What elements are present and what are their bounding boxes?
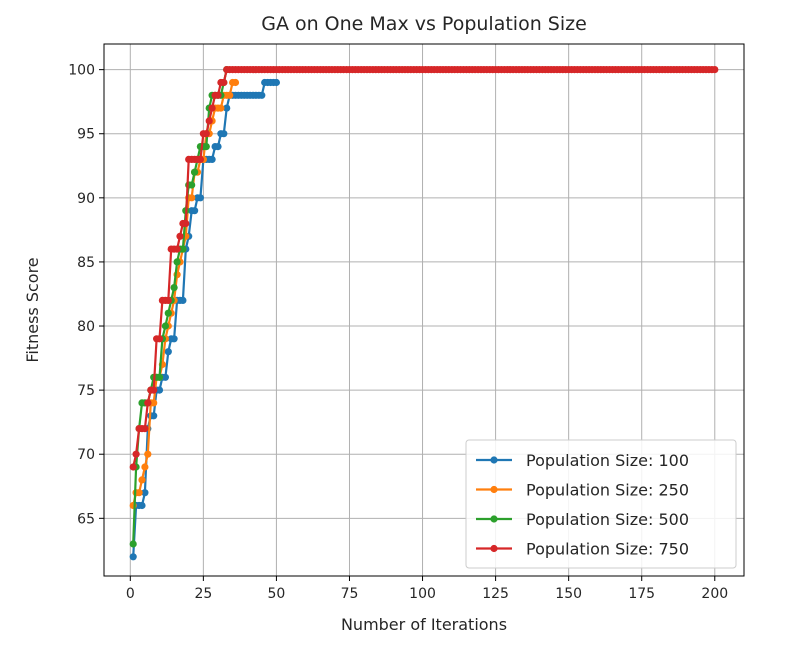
- series-line: [132, 68, 715, 468]
- data-point: [711, 66, 719, 74]
- legend: Population Size: 100 Population Size: 250…: [465, 439, 737, 569]
- data-point: [155, 373, 164, 381]
- data-point: [258, 91, 266, 99]
- data-point: [208, 104, 216, 112]
- x-axis-ticks: 0 25 50 75 100 125 150 175 200: [126, 576, 728, 602]
- y-tick-label: 80: [77, 319, 95, 335]
- data-point: [161, 373, 169, 381]
- legend-label: Population Size: 500: [526, 510, 689, 529]
- axes-frame: [103, 43, 745, 577]
- x-tick-label: 75: [341, 586, 359, 602]
- legend-marker: [490, 456, 498, 464]
- data-point: [129, 553, 137, 561]
- legend-item: Population Size: 500: [476, 510, 689, 529]
- data-point: [188, 194, 196, 202]
- data-point: [138, 501, 146, 510]
- data-point: [150, 399, 158, 407]
- x-tick-label: 150: [555, 586, 582, 602]
- x-tick-label: 50: [268, 586, 286, 602]
- legend-item: Population Size: 250: [476, 481, 689, 500]
- data-point: [173, 245, 181, 253]
- y-tick-label: 95: [77, 127, 95, 143]
- x-tick-label: 25: [194, 586, 212, 602]
- data-point: [141, 425, 149, 433]
- x-tick-label: 200: [701, 586, 728, 602]
- legend-label: Population Size: 250: [526, 481, 689, 500]
- legend-item: Population Size: 750: [476, 540, 689, 559]
- data-point: [226, 91, 234, 99]
- y-tick-label: 65: [77, 511, 95, 527]
- chart-title: GA on One Max vs Population Size: [261, 13, 587, 35]
- y-tick-label: 85: [77, 255, 95, 271]
- data-point: [231, 78, 240, 87]
- x-tick-label: 100: [409, 586, 436, 602]
- y-tick-label: 70: [77, 447, 95, 463]
- data-point: [217, 104, 225, 112]
- data-point: [220, 78, 228, 87]
- data-point: [161, 322, 169, 330]
- data-point: [129, 540, 137, 548]
- data-point: [150, 386, 158, 394]
- data-point: [138, 476, 146, 484]
- data-point: [176, 232, 184, 240]
- data-point: [208, 155, 216, 163]
- data-point: [182, 219, 190, 228]
- data-point: [155, 335, 164, 343]
- x-tick-label: 125: [482, 586, 509, 602]
- data-point: [188, 181, 196, 189]
- y-tick-label: 100: [68, 63, 95, 79]
- data-point: [220, 130, 228, 138]
- x-axis-label: Number of Iterations: [341, 615, 507, 634]
- data-point: [141, 489, 149, 497]
- legend-marker: [490, 515, 498, 523]
- data-point: [179, 296, 187, 304]
- y-axis-ticks: 65 70 75 80 85 90 95 100: [68, 63, 104, 527]
- data-point: [214, 91, 222, 99]
- data-point: [170, 284, 178, 292]
- data-point: [135, 489, 143, 497]
- data-point: [202, 143, 210, 151]
- data-point: [129, 463, 137, 471]
- data-point: [144, 399, 152, 407]
- data-point: [155, 386, 164, 394]
- data-point: [173, 258, 181, 266]
- plot-area: [129, 66, 719, 561]
- data-point: [150, 412, 158, 420]
- legend-label: Population Size: 100: [526, 451, 689, 470]
- data-point: [144, 450, 152, 458]
- data-point: [205, 117, 213, 125]
- data-point: [272, 78, 280, 87]
- data-point: [191, 207, 199, 215]
- y-tick-label: 90: [77, 191, 95, 207]
- legend-label: Population Size: 750: [526, 540, 689, 559]
- data-point: [164, 296, 172, 304]
- y-tick-label: 75: [77, 383, 95, 399]
- data-point: [191, 168, 199, 176]
- data-point: [179, 245, 187, 253]
- data-point: [132, 450, 140, 458]
- x-tick-label: 175: [628, 586, 655, 602]
- legend-marker: [490, 544, 498, 553]
- series-4: [129, 66, 719, 471]
- legend-marker: [490, 485, 498, 494]
- data-point: [223, 104, 231, 112]
- data-point: [164, 309, 172, 317]
- legend-item: Population Size: 100: [476, 451, 689, 470]
- series-line: [132, 69, 228, 545]
- data-point: [196, 194, 204, 202]
- data-point: [141, 463, 149, 471]
- data-point: [214, 143, 222, 151]
- legend-box: [465, 439, 737, 569]
- y-axis-label: Fitness Score: [23, 257, 42, 362]
- data-point: [202, 130, 210, 138]
- data-point: [164, 348, 172, 356]
- x-tick-label: 0: [126, 586, 135, 602]
- data-point: [196, 155, 204, 163]
- data-point: [170, 335, 178, 343]
